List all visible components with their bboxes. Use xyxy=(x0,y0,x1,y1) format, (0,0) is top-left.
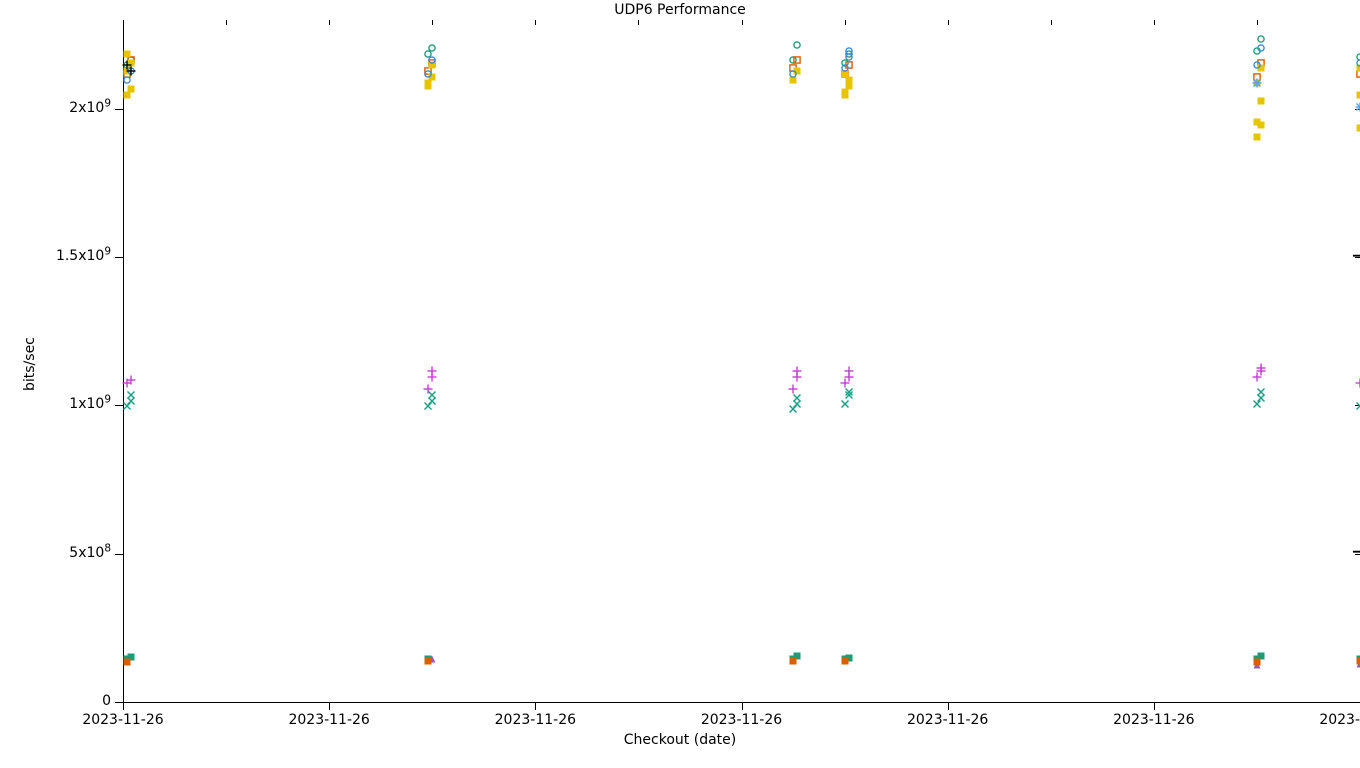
x-tick-label: 2023-11-27 xyxy=(1310,712,1360,728)
y-tick-label: 2x109 xyxy=(69,100,111,116)
data-point xyxy=(1353,544,1360,563)
x-tick xyxy=(535,702,536,710)
x-tick-label: 2023-11-26 xyxy=(279,712,379,728)
x-minor-tick xyxy=(226,20,227,25)
data-point xyxy=(424,651,433,670)
data-point xyxy=(428,384,437,403)
x-minor-tick xyxy=(123,20,124,25)
data-point xyxy=(1356,396,1360,415)
data-point xyxy=(1356,651,1360,670)
x-tick xyxy=(1154,702,1155,710)
data-point xyxy=(1257,357,1266,376)
data-point xyxy=(1356,96,1360,115)
x-minor-tick xyxy=(1154,20,1155,25)
x-minor-tick xyxy=(742,20,743,25)
y-tick-label: 0 xyxy=(102,693,111,709)
data-point xyxy=(844,360,853,379)
x-tick-label: 2023-11-26 xyxy=(485,712,585,728)
udp6-performance-chart: UDP6 Performance bits/sec Checkout (date… xyxy=(0,0,1360,768)
data-point xyxy=(793,387,802,406)
data-point xyxy=(127,61,136,80)
y-tick-label: 1.5x109 xyxy=(56,248,111,264)
x-tick-label: 2023-11-26 xyxy=(73,712,173,728)
data-point xyxy=(1356,117,1360,136)
data-point xyxy=(127,384,136,403)
data-point xyxy=(1252,652,1261,671)
y-tick xyxy=(115,702,123,703)
x-minor-tick xyxy=(638,20,639,25)
plot-area xyxy=(123,20,1360,703)
x-minor-tick xyxy=(329,20,330,25)
x-axis-label: Checkout (date) xyxy=(0,732,1360,748)
data-point xyxy=(1252,111,1261,130)
data-point xyxy=(1356,52,1360,71)
data-point xyxy=(1356,372,1360,391)
data-point xyxy=(428,360,437,379)
data-point xyxy=(793,360,802,379)
x-minor-tick xyxy=(1051,20,1052,25)
y-axis-label: bits/sec xyxy=(22,337,38,391)
y-tick xyxy=(115,554,123,555)
x-minor-tick xyxy=(1257,20,1258,25)
x-minor-tick xyxy=(535,20,536,25)
x-minor-tick xyxy=(845,20,846,25)
data-point xyxy=(840,651,849,670)
data-point xyxy=(1353,248,1360,267)
y-tick xyxy=(115,257,123,258)
x-tick-label: 2023-11-26 xyxy=(1104,712,1204,728)
data-point xyxy=(1257,37,1266,56)
data-point xyxy=(428,49,437,68)
chart-title: UDP6 Performance xyxy=(0,2,1360,18)
y-tick xyxy=(115,109,123,110)
x-tick xyxy=(329,702,330,710)
data-point xyxy=(1257,381,1266,400)
y-tick-label: 5x108 xyxy=(69,545,111,561)
x-minor-tick xyxy=(948,20,949,25)
x-tick xyxy=(948,702,949,710)
x-minor-tick xyxy=(432,20,433,25)
data-point xyxy=(844,40,853,59)
data-point xyxy=(789,651,798,670)
x-tick-label: 2023-11-26 xyxy=(898,712,998,728)
data-point xyxy=(1257,91,1266,110)
x-tick-label: 2023-11-26 xyxy=(692,712,792,728)
data-point xyxy=(1252,73,1261,92)
x-tick xyxy=(742,702,743,710)
x-tick xyxy=(123,702,124,710)
data-point xyxy=(1252,55,1261,74)
data-point xyxy=(123,652,132,671)
y-tick-label: 1x109 xyxy=(69,396,111,412)
data-point xyxy=(789,64,798,83)
data-point xyxy=(844,381,853,400)
